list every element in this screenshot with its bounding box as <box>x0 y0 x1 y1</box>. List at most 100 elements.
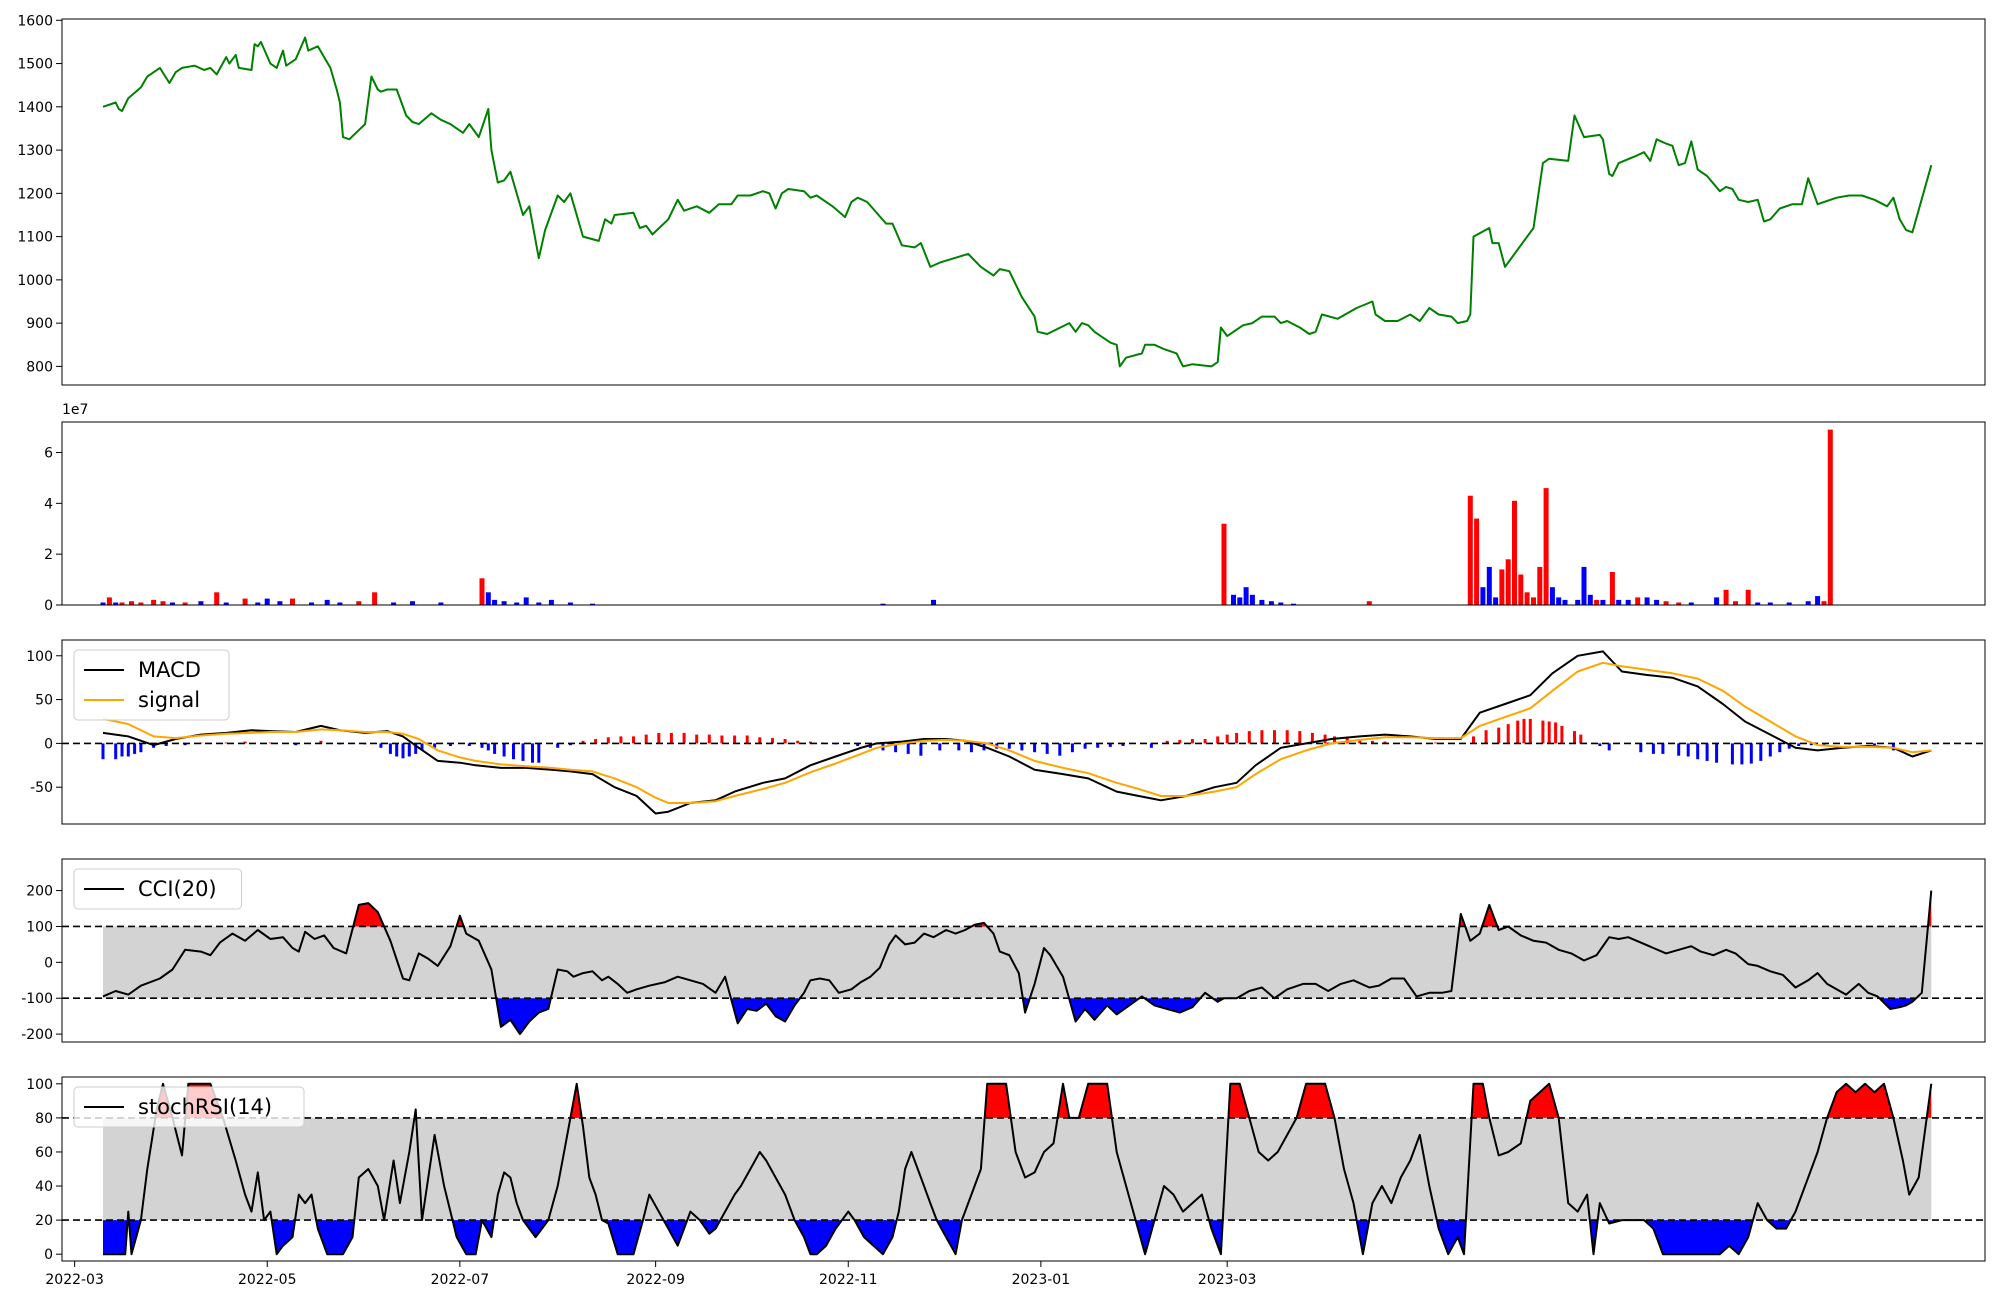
x-tick-label: 2023-01 <box>1012 1272 1071 1288</box>
volume-bar <box>151 599 157 605</box>
macd-histogram-bar <box>707 734 711 744</box>
y-tick-label: 1200 <box>17 186 53 202</box>
macd-histogram-bar <box>1033 743 1037 753</box>
macd-legend-box <box>73 649 230 721</box>
macd-histogram-bar <box>1045 743 1049 754</box>
macd-histogram-bar <box>1165 740 1169 744</box>
volume-bar <box>567 602 573 605</box>
stochrsi-oversold-fill-11 <box>854 1220 897 1255</box>
macd-histogram-bar <box>657 732 661 744</box>
volume-bar <box>1616 599 1622 605</box>
macd-histogram-bar <box>1686 743 1690 757</box>
macd-histogram-bar <box>294 743 298 746</box>
macd-histogram-bar <box>644 734 648 744</box>
stochrsi-oversold-fill-2 <box>271 1220 295 1255</box>
macd-histogram-bar <box>1358 739 1362 744</box>
macd-histogram-bar <box>1007 743 1011 749</box>
macd-histogram-bar <box>1383 741 1387 744</box>
macd-histogram-bar <box>1260 730 1264 744</box>
volume-bar <box>1278 602 1284 605</box>
stochrsi-oversold-fill-15 <box>1356 1220 1370 1255</box>
cci-line <box>102 890 1933 1036</box>
volume-bar <box>1268 601 1274 605</box>
macd-histogram-bar <box>1822 743 1826 746</box>
volume-bar <box>214 592 220 605</box>
macd-histogram-bar <box>1759 743 1763 761</box>
macd-histogram-bar <box>1333 736 1336 744</box>
stochrsi-oversold-fill-4 <box>452 1220 482 1255</box>
volume-panel: 0 2 4 6 1e7 <box>44 402 1986 614</box>
macd-histogram-bar <box>669 732 673 744</box>
volume-bar <box>880 603 886 605</box>
y-tick-label: 0 <box>44 736 53 752</box>
axes-frame <box>61 421 1986 606</box>
stochrsi-oversold-fill-20 <box>1767 1220 1791 1229</box>
y-tick-label: 100 <box>26 919 53 935</box>
macd-histogram-bar <box>1484 730 1488 744</box>
cci-overbought-fill-0 <box>353 903 385 927</box>
volume-bar <box>1493 597 1499 605</box>
y-tick-label: 0 <box>44 955 53 971</box>
macd-histogram-bar <box>537 743 541 763</box>
macd-histogram-bar <box>1472 736 1475 744</box>
y-tick-label: 2 <box>44 547 53 563</box>
volume-bar <box>1600 599 1606 605</box>
volume-bar <box>1815 596 1821 605</box>
macd-panel: -50 0 50 100 MACD signal <box>26 639 1986 825</box>
volume-bar <box>1537 566 1543 605</box>
volume-bar <box>1366 601 1372 605</box>
macd-histogram-bar <box>407 743 411 757</box>
stochrsi-overbought-fill-3 <box>570 1083 582 1118</box>
macd-histogram-bar <box>1323 734 1327 744</box>
macd-histogram-bar <box>114 743 118 760</box>
volume-bar <box>391 602 397 605</box>
macd-histogram-bar <box>1235 732 1239 744</box>
macd-histogram-bar <box>1528 718 1532 744</box>
volume-bar <box>1654 599 1660 605</box>
y-tick-label: 1600 <box>17 13 53 29</box>
macd-histogram-bar <box>1560 725 1564 744</box>
volume-bar <box>438 602 444 605</box>
y-tick-label: 800 <box>26 359 53 375</box>
macd-histogram-bar <box>594 739 598 744</box>
x-tick-label: 2022-09 <box>626 1272 685 1288</box>
macd-histogram-bar <box>395 743 399 757</box>
macd-histogram-bar <box>771 738 774 744</box>
y-tick-label: 100 <box>26 1077 53 1093</box>
macd-histogram-bar <box>1749 743 1753 764</box>
macd-histogram-bar <box>133 743 137 754</box>
volume-bar <box>1723 589 1729 606</box>
volume-bar <box>523 597 529 605</box>
stochrsi-legend-box <box>73 1086 305 1128</box>
volume-bar <box>1745 589 1751 606</box>
stochrsi-oversold-fill-10 <box>794 1220 842 1255</box>
volume-bar <box>1480 587 1486 605</box>
cci-oversold-fill-3 <box>1069 998 1140 1022</box>
macd-histogram-bar <box>1541 720 1545 744</box>
stochrsi-overbought-fill-5 <box>1057 1083 1070 1118</box>
volume-bar <box>1827 429 1833 605</box>
stochrsi-oversold-fill-12 <box>936 1220 962 1255</box>
y-tick-label: 1300 <box>17 143 53 159</box>
volume-bar <box>1231 594 1236 605</box>
macd-histogram-bar <box>1083 743 1087 749</box>
volume-bar <box>129 601 134 605</box>
y-tick-label: 900 <box>26 316 53 332</box>
volume-bar <box>309 602 314 605</box>
volume-bar <box>1549 587 1555 605</box>
volume-bar <box>1688 602 1694 605</box>
volume-bar <box>1676 602 1682 605</box>
volume-bar <box>138 602 144 605</box>
macd-histogram-bar <box>1598 743 1602 746</box>
volume-bar <box>1733 601 1738 605</box>
volume-bar <box>1581 566 1587 605</box>
macd-histogram-bar <box>414 743 418 754</box>
macd-histogram-bar <box>745 735 749 744</box>
macd-histogram-bar <box>379 743 383 748</box>
macd-histogram-bar <box>1547 721 1551 744</box>
volume-bar <box>501 601 507 605</box>
y-tick-label: 1400 <box>17 100 53 116</box>
y-tick-label: 200 <box>26 884 53 900</box>
cci-oversold-fill-0 <box>496 998 551 1035</box>
macd-histogram-bar <box>531 743 534 763</box>
